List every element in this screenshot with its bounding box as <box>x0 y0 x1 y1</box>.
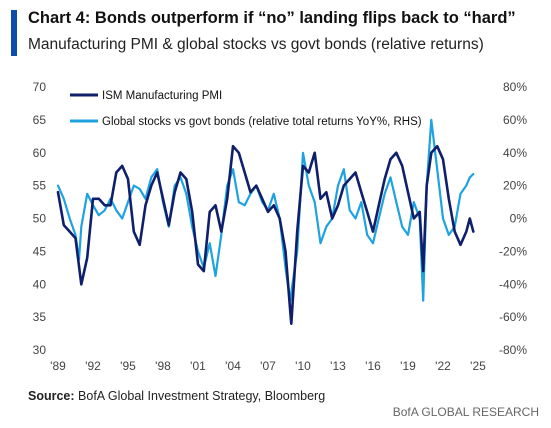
x-tick-label: '22 <box>435 359 451 373</box>
right-tick-label: 60% <box>503 113 527 127</box>
source-text: BofA Global Investment Strategy, Bloombe… <box>78 389 326 403</box>
legend-label-pmi: ISM Manufacturing PMI <box>102 90 222 102</box>
series-line-stocks-vs-bonds <box>56 118 475 302</box>
x-tick-label: '01 <box>190 359 206 373</box>
x-tick-label: '92 <box>85 359 101 373</box>
title-accent-bar <box>11 10 17 56</box>
left-tick-label: 45 <box>33 244 47 258</box>
left-axis-ticks: 70 65 60 55 50 45 40 35 30 <box>33 80 47 357</box>
left-tick-label: 40 <box>33 277 47 291</box>
x-tick-label: '89 <box>50 359 66 373</box>
left-tick-label: 30 <box>33 343 47 357</box>
brand-footer: BofA GLOBAL RESEARCH <box>392 405 539 419</box>
x-tick-label: '13 <box>330 359 346 373</box>
x-tick-label: '04 <box>225 359 241 373</box>
right-tick-label: -80% <box>499 343 527 357</box>
x-tick-label: '16 <box>365 359 381 373</box>
left-tick-label: 35 <box>33 310 47 324</box>
source-label: Source: <box>28 389 75 403</box>
right-tick-label: -40% <box>499 277 527 291</box>
x-tick-label: '95 <box>120 359 136 373</box>
right-tick-label: 80% <box>503 80 527 94</box>
chart-title: Chart 4: Bonds outperform if “no” landin… <box>28 9 516 27</box>
x-tick-label: '25 <box>470 359 486 373</box>
x-tick-label: '19 <box>400 359 416 373</box>
x-tick-label: '07 <box>260 359 276 373</box>
left-tick-label: 60 <box>33 146 47 160</box>
chart-subtitle: Manufacturing PMI & global stocks vs gov… <box>28 36 484 53</box>
right-tick-label: 0% <box>510 212 528 226</box>
series-line-ism-pmi <box>56 144 475 326</box>
x-axis-ticks: '89 '92 '95 '98 '01 '04 '07 '10 '13 '16 '19 '22 '25 <box>50 359 486 373</box>
legend: ISM Manufacturing PMI Global stocks vs g… <box>70 90 422 128</box>
left-tick-label: 65 <box>33 113 47 127</box>
right-tick-label: -20% <box>499 244 527 258</box>
right-tick-label: -60% <box>499 310 527 324</box>
legend-label-rel: Global stocks vs govt bonds (relative to… <box>102 116 422 128</box>
series-lines <box>56 118 475 326</box>
right-tick-label: 40% <box>503 146 527 160</box>
left-tick-label: 70 <box>33 80 47 94</box>
x-tick-label: '98 <box>155 359 171 373</box>
right-axis-ticks: 80% 60% 40% 20% 0% -20% -40% -60% -80% <box>499 80 527 357</box>
source-note: Source: BofA Global Investment Strategy,… <box>28 389 325 403</box>
x-tick-label: '10 <box>295 359 311 373</box>
left-tick-label: 50 <box>33 212 47 226</box>
left-tick-label: 55 <box>33 179 47 193</box>
right-tick-label: 20% <box>503 179 527 193</box>
